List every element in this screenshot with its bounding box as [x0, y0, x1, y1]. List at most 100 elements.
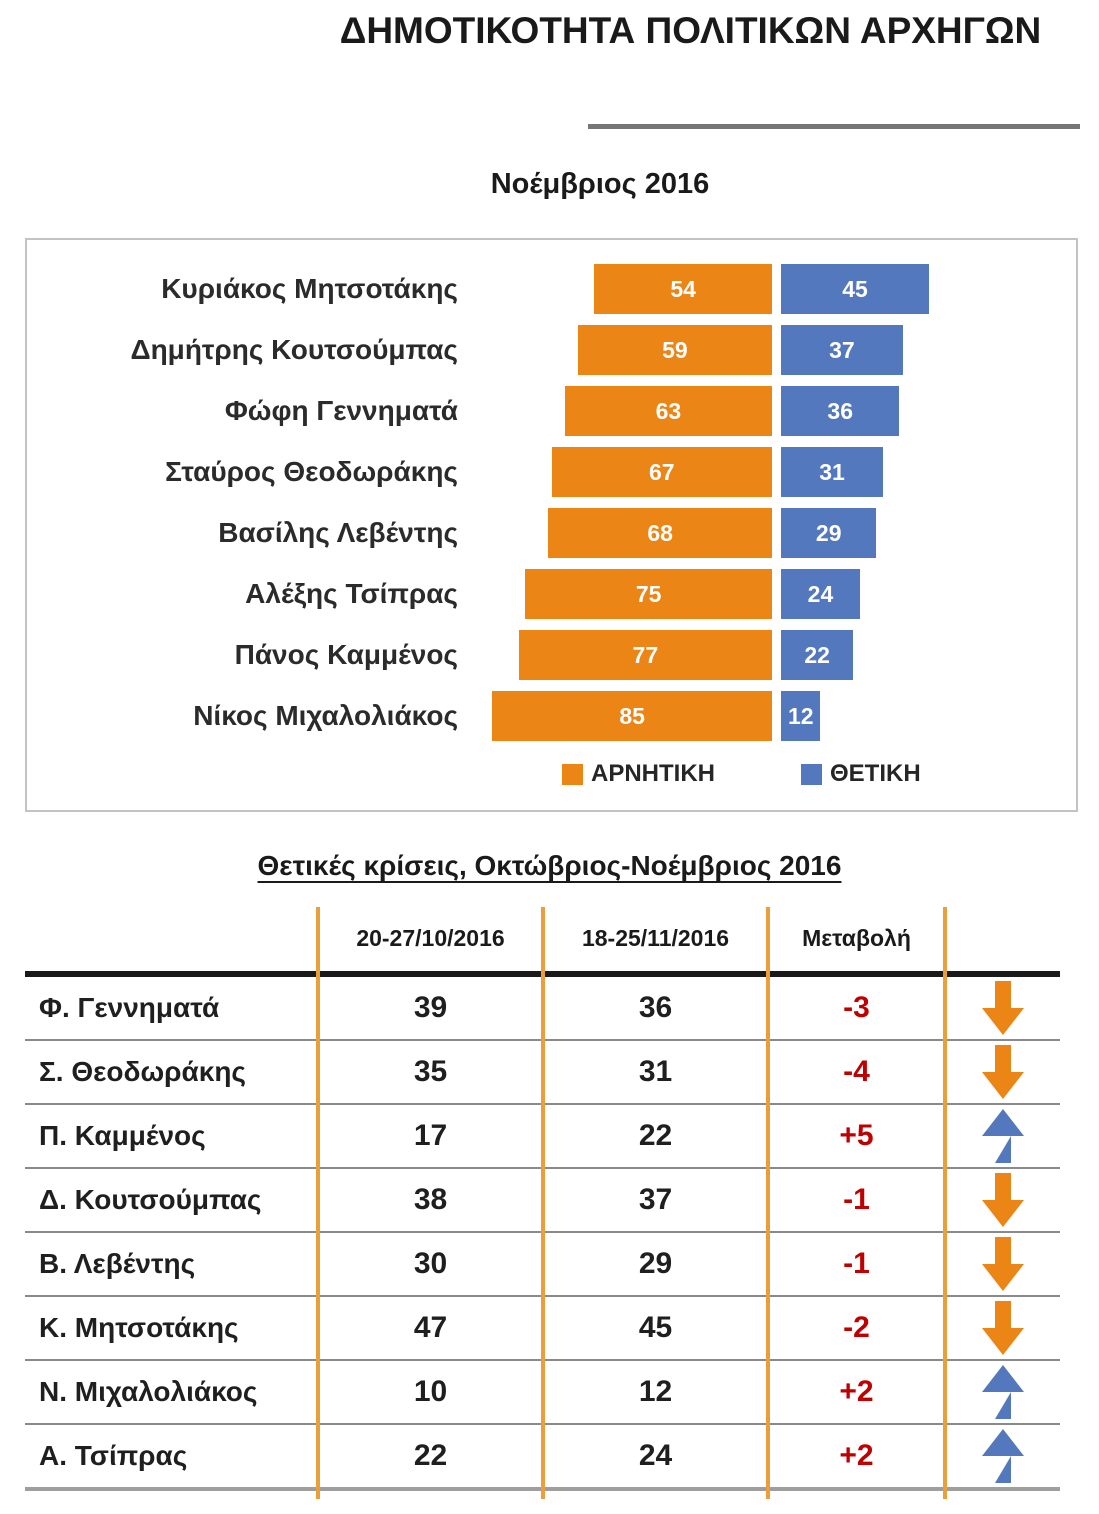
positive-bar-value: 29	[815, 519, 842, 546]
change-value: -1	[843, 1183, 870, 1216]
chart-category-label: Σταύρος Θεοδωράκης	[165, 456, 458, 487]
trend-cell	[945, 981, 1060, 1035]
november-value: 29	[638, 1247, 673, 1280]
table-row: Κ. Μητσοτάκης 47 45 -2	[25, 1297, 1060, 1361]
october-value: 22	[413, 1439, 448, 1472]
positive-bar: 22	[781, 630, 854, 680]
positive-bar: 45	[781, 264, 930, 314]
negative-bar-zone: 63	[472, 386, 772, 436]
table-header-november: 18-25/11/2016	[581, 924, 730, 951]
trend-cell	[945, 1301, 1060, 1355]
positive-legend-label: ΘΕΤΙΚΗ	[830, 760, 921, 787]
november-value: 31	[638, 1055, 673, 1088]
november-value: 12	[638, 1375, 673, 1408]
negative-bar-value: 75	[635, 580, 662, 607]
change-value: +5	[839, 1119, 874, 1152]
arrow-down-icon	[981, 981, 1024, 1035]
chart-row: Δημήτρης Κουτσούμπας 59 37	[27, 325, 1076, 375]
chart-category-label: Δημήτρης Κουτσούμπας	[130, 334, 458, 365]
positive-bar-value: 24	[807, 580, 834, 607]
trend-cell	[945, 1365, 1060, 1419]
change-value: -3	[843, 991, 870, 1024]
negative-bar: 54	[594, 264, 772, 314]
table-column-divider	[316, 907, 320, 1499]
negative-bar-zone: 75	[472, 569, 772, 619]
chart-legend: ΑΡΝΗΤΙΚΗ ΘΕΤΙΚΗ	[27, 760, 1076, 788]
chart-row: Σταύρος Θεοδωράκης 67 31	[27, 447, 1076, 497]
positive-bar: 24	[781, 569, 860, 619]
leader-name: Β. Λεβέντης	[39, 1248, 196, 1279]
november-value: 22	[638, 1119, 673, 1152]
negative-bar-value: 85	[619, 702, 645, 729]
negative-bar: 63	[564, 386, 772, 436]
chart-row: Αλέξης Τσίπρας 75 24	[27, 569, 1076, 619]
table-header-row: 20-27/10/2016 18-25/11/2016 Μεταβολή	[25, 905, 1060, 971]
positive-bar: 37	[781, 325, 903, 375]
october-value: 17	[413, 1119, 448, 1152]
negative-bar-value: 68	[647, 519, 673, 546]
table-title: Θετικές κρίσεις, Οκτώβριος-Νοέμβριος 201…	[257, 850, 842, 881]
arrow-up-icon	[981, 1365, 1024, 1419]
negative-legend-swatch	[562, 763, 583, 785]
table-header-october: 20-27/10/2016	[356, 924, 505, 951]
positive-bar-value: 37	[829, 336, 855, 363]
change-value: +2	[839, 1375, 874, 1408]
positive-bar: 36	[781, 386, 900, 436]
november-value: 24	[638, 1439, 673, 1472]
trend-cell	[945, 1237, 1060, 1291]
chart-row: Νίκος Μιχαλολιάκος 85 12	[27, 691, 1076, 741]
november-value: 37	[638, 1183, 673, 1216]
change-value: -2	[843, 1311, 870, 1344]
change-value: -4	[843, 1055, 870, 1088]
negative-bar: 85	[492, 691, 772, 741]
leader-name: Ν. Μιχαλολιάκος	[39, 1376, 258, 1407]
october-value: 38	[413, 1183, 448, 1216]
leader-name: Δ. Κουτσούμπας	[39, 1184, 262, 1215]
negative-bar: 68	[548, 508, 772, 558]
trend-cell	[945, 1429, 1060, 1483]
positive-bar-value: 36	[827, 397, 854, 424]
change-value: +2	[839, 1439, 874, 1472]
negative-bar-zone: 68	[472, 508, 772, 558]
positive-bar: 29	[781, 508, 877, 558]
positive-bar: 31	[781, 447, 883, 497]
chart-row: Πάνος Καμμένος 77 22	[27, 630, 1076, 680]
october-value: 47	[413, 1311, 448, 1344]
chart-category-label: Κυριάκος Μητσοτάκης	[161, 273, 458, 304]
arrow-up-icon	[981, 1429, 1024, 1483]
chart-rows: Κυριάκος Μητσοτάκης 54 45 Δημήτρης Κουτσούμ…	[27, 240, 1076, 741]
positive-bar-value: 45	[842, 275, 868, 302]
arrow-down-icon	[981, 1045, 1024, 1099]
chart-category-label: Αλέξης Τσίπρας	[245, 578, 458, 609]
negative-bar-zone: 67	[472, 447, 772, 497]
leader-name: Π. Καμμένος	[39, 1120, 206, 1151]
table-column-divider	[943, 907, 947, 1499]
leader-name: Κ. Μητσοτάκης	[39, 1312, 239, 1343]
trend-cell	[945, 1109, 1060, 1163]
popularity-bar-chart: Κυριάκος Μητσοτάκης 54 45 Δημήτρης Κουτσούμ…	[25, 238, 1078, 812]
chart-subtitle: Νοέμβριος 2016	[490, 168, 710, 200]
chart-category-label: Φώφη Γεννηματά	[224, 395, 458, 426]
october-value: 39	[413, 991, 448, 1024]
negative-bar-value: 67	[648, 458, 675, 485]
november-value: 36	[638, 991, 673, 1024]
november-value: 45	[638, 1311, 673, 1344]
negative-bar-value: 54	[670, 275, 696, 302]
arrow-up-icon	[981, 1109, 1024, 1163]
change-table: 20-27/10/2016 18-25/11/2016 Μεταβολή Φ. …	[25, 905, 1060, 1499]
table-header-change: Μεταβολή	[802, 924, 911, 951]
trend-cell	[945, 1173, 1060, 1227]
negative-bar-zone: 59	[472, 325, 772, 375]
chart-row: Βασίλης Λεβέντης 68 29	[27, 508, 1076, 558]
negative-bar-value: 59	[662, 336, 688, 363]
october-value: 10	[413, 1375, 448, 1408]
negative-bar: 59	[577, 325, 772, 375]
table-column-divider	[541, 907, 545, 1499]
chart-row: Φώφη Γεννηματά 63 36	[27, 386, 1076, 436]
leader-name: Σ. Θεοδωράκης	[39, 1056, 246, 1087]
negative-bar: 75	[525, 569, 772, 619]
negative-bar-value: 77	[632, 641, 659, 668]
negative-bar: 77	[518, 630, 772, 680]
leader-name: Α. Τσίπρας	[39, 1440, 188, 1471]
